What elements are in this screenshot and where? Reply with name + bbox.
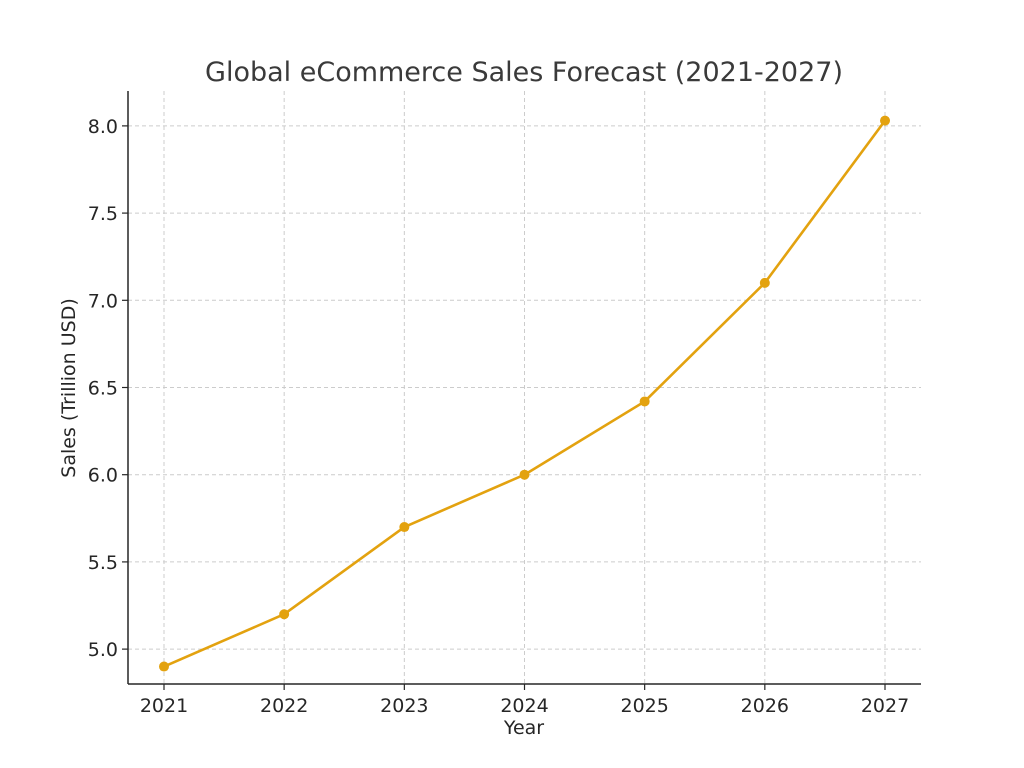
x-tick-label: 2025 bbox=[620, 695, 668, 717]
x-tick-label: 2026 bbox=[741, 695, 789, 717]
x-tick-label: 2027 bbox=[861, 695, 909, 717]
data-point bbox=[639, 396, 650, 407]
x-tick-label: 2023 bbox=[380, 695, 428, 717]
data-point bbox=[880, 115, 890, 126]
y-tick-label: 6.5 bbox=[88, 378, 118, 400]
tick-labels: 2021 2022 2023 2024 2025 2026 2027 5.0 5.5 6.0 6.5… bbox=[88, 116, 909, 717]
y-tick-label: 7.0 bbox=[88, 290, 118, 312]
data-point bbox=[159, 661, 169, 672]
data-point bbox=[279, 609, 290, 620]
x-axis-label: Year bbox=[503, 717, 544, 739]
y-axis-label: Sales (Trillion USD) bbox=[58, 298, 80, 477]
y-tick-label: 8.0 bbox=[88, 116, 118, 138]
y-tick-label: 7.5 bbox=[88, 203, 118, 225]
x-tick-label: 2022 bbox=[260, 695, 308, 717]
data-point bbox=[399, 522, 410, 533]
y-tick-label: 5.5 bbox=[88, 552, 118, 574]
x-tick-label: 2021 bbox=[140, 695, 188, 717]
data-point bbox=[519, 469, 530, 480]
y-tick-label: 6.0 bbox=[88, 465, 118, 487]
axes bbox=[122, 91, 921, 690]
series-layer bbox=[159, 115, 890, 672]
chart-title: Global eCommerce Sales Forecast (2021-20… bbox=[205, 57, 843, 88]
data-point bbox=[759, 277, 770, 288]
grid bbox=[128, 91, 921, 684]
y-tick-label: 5.0 bbox=[88, 639, 118, 661]
x-tick-label: 2024 bbox=[500, 695, 548, 717]
